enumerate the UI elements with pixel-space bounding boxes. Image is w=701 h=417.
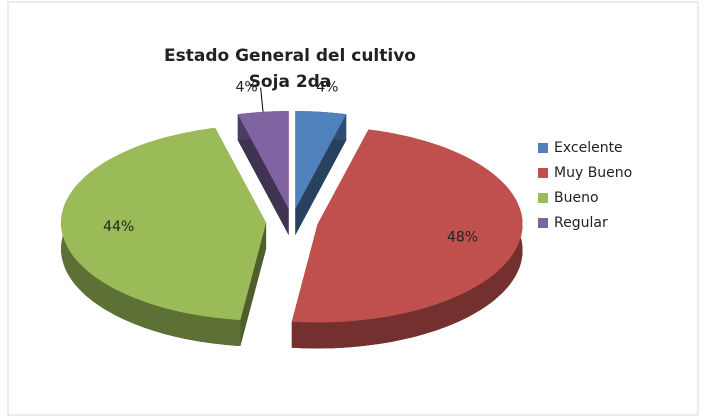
legend-swatch	[538, 193, 548, 203]
slice	[295, 111, 347, 210]
slice	[61, 127, 267, 321]
legend-swatch	[538, 218, 548, 228]
slice-group	[61, 127, 267, 347]
leader-line	[260, 87, 264, 112]
legend-label: Muy Bueno	[554, 165, 632, 181]
data-label: 44%	[103, 219, 134, 235]
chart-title: Estado General del cultivo	[164, 46, 416, 66]
slice-side	[240, 222, 267, 346]
legend-label: Regular	[554, 215, 608, 231]
slice-side	[237, 114, 289, 236]
slice-group	[295, 111, 347, 236]
slice-side	[291, 129, 523, 349]
slice	[237, 111, 289, 210]
chart-title: Soja 2da	[249, 72, 332, 92]
data-label: 48%	[447, 230, 478, 246]
legend-swatch	[538, 168, 548, 178]
data-label: 4%	[316, 80, 338, 96]
legend-label: Excelente	[554, 140, 623, 156]
slice-side	[295, 114, 347, 236]
slice	[291, 129, 523, 323]
slice-group	[237, 111, 289, 236]
legend-label: Bueno	[554, 190, 599, 206]
data-label: 4%	[236, 80, 258, 96]
slice-group	[291, 129, 523, 349]
legend-swatch	[538, 143, 548, 153]
